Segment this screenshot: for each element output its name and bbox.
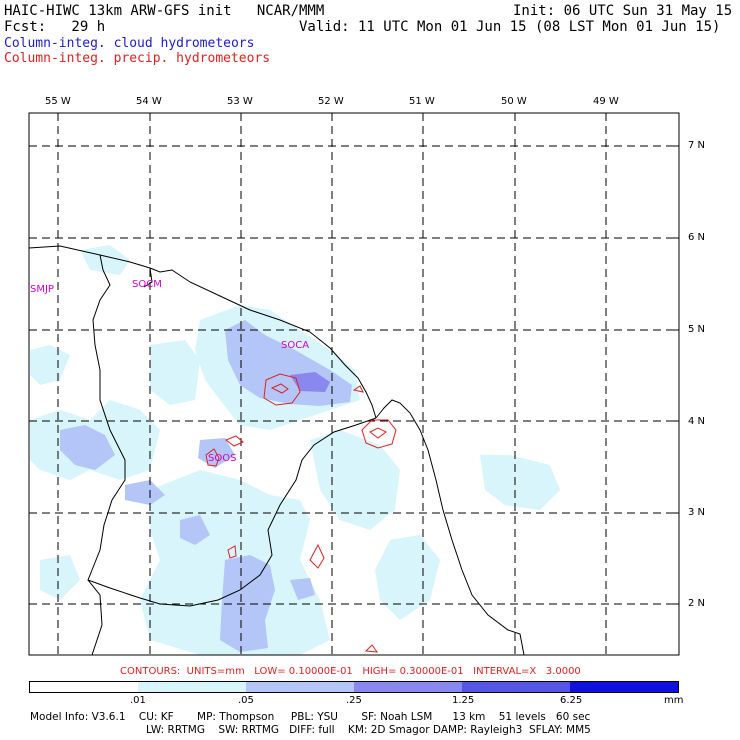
colorbar-tick: 1.25 bbox=[452, 695, 475, 706]
colorbar-tick: .05 bbox=[238, 695, 254, 706]
run-title: HAIC-HIWC 13km ARW-GFS init NCAR/MMM bbox=[4, 3, 325, 19]
lon-label: 50 W bbox=[501, 96, 527, 107]
latlon-grid bbox=[29, 113, 679, 655]
init-time: Init: 06 UTC Sun 31 May 15 bbox=[513, 3, 733, 19]
station-label: SOCM bbox=[132, 279, 162, 290]
colorbar-tick: 6.25 bbox=[560, 695, 583, 706]
colorbar-tick: .01 bbox=[130, 695, 146, 706]
station-label: SMJP bbox=[30, 284, 54, 295]
cloud-shading-dark bbox=[290, 372, 330, 392]
lat-label: 6 N bbox=[688, 232, 706, 243]
valid-time: Valid: 11 UTC Mon 01 Jun 15 (08 LST Mon … bbox=[299, 19, 721, 35]
lat-label: 4 N bbox=[688, 416, 706, 427]
station-label: SOOS bbox=[208, 453, 237, 464]
lon-label: 55 W bbox=[45, 96, 71, 107]
colorbar-bin bbox=[138, 682, 246, 692]
precip-contours bbox=[205, 373, 397, 653]
lon-label: 53 W bbox=[227, 96, 253, 107]
lat-label: 7 N bbox=[688, 140, 706, 151]
field-precip-label: Column-integ. precip. hydrometeors bbox=[4, 51, 271, 66]
field-cloud-label: Column-integ. cloud hydrometeors bbox=[4, 36, 255, 51]
colorbar bbox=[29, 681, 679, 693]
colorbar-units: mm bbox=[664, 695, 684, 706]
contours-info: CONTOURS: UNITS=mm LOW= 0.10000E-01 HIGH… bbox=[120, 666, 581, 677]
colorbar-bin bbox=[30, 682, 138, 692]
coastlines bbox=[29, 245, 525, 655]
model-info-line1: Model Info: V3.6.1 CU: KF MP: Thompson P… bbox=[30, 711, 591, 723]
lon-label: 49 W bbox=[593, 96, 619, 107]
station-label: SOCA bbox=[281, 340, 310, 351]
lat-label: 3 N bbox=[688, 507, 706, 518]
colorbar-bin bbox=[462, 682, 570, 692]
frame-ticks bbox=[57, 113, 679, 605]
forecast-hour: Fcst: 29 h bbox=[4, 19, 106, 35]
model-info-line2: LW: RRTMG SW: RRTMG DIFF: full KM: 2D Sm… bbox=[146, 724, 591, 736]
lon-label: 54 W bbox=[136, 96, 162, 107]
lon-label: 51 W bbox=[409, 96, 435, 107]
lon-label: 52 W bbox=[318, 96, 344, 107]
lat-label: 5 N bbox=[688, 324, 706, 335]
lat-label: 2 N bbox=[688, 598, 706, 609]
colorbar-bin bbox=[354, 682, 462, 692]
colorbar-bin bbox=[570, 682, 678, 692]
colorbar-bin bbox=[246, 682, 354, 692]
colorbar-tick: .25 bbox=[346, 695, 362, 706]
